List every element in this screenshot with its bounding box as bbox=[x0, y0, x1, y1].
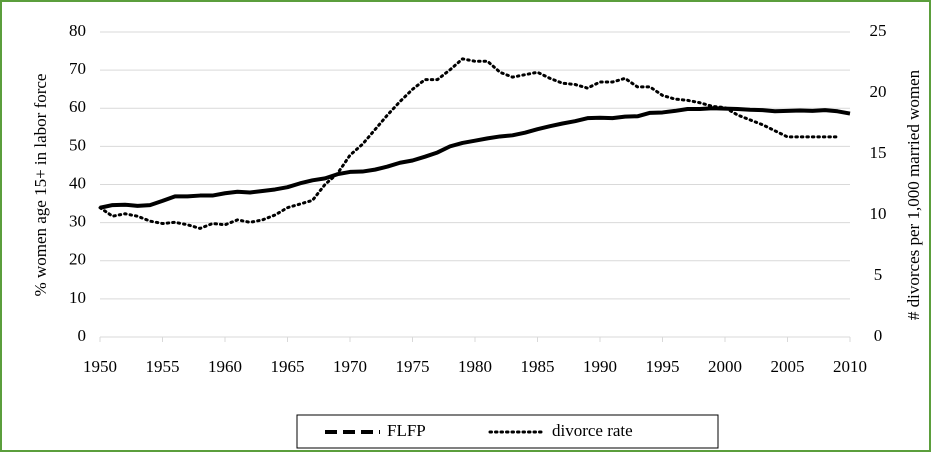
y-tick-label: 60 bbox=[69, 97, 86, 116]
y2-tick-label: 15 bbox=[870, 143, 887, 162]
y2-tick-label: 20 bbox=[870, 82, 887, 101]
x-tick-label: 1995 bbox=[646, 357, 680, 376]
series-line bbox=[98, 57, 839, 230]
y2-tick-label: 25 bbox=[870, 21, 887, 40]
y-tick-label: 40 bbox=[69, 173, 86, 192]
y-tick-label: 30 bbox=[69, 212, 86, 231]
x-tick-label: 1955 bbox=[146, 357, 180, 376]
y-tick-label: 80 bbox=[69, 21, 86, 40]
y2-tick-label: 10 bbox=[870, 204, 887, 223]
x-tick-label: 2010 bbox=[833, 357, 867, 376]
x-tick-label: 1960 bbox=[208, 357, 242, 376]
x-tick-label: 1970 bbox=[333, 357, 367, 376]
x-tick-label: 1965 bbox=[271, 357, 305, 376]
y-tick-label: 50 bbox=[69, 135, 86, 154]
y-tick-label: 0 bbox=[78, 326, 87, 345]
x-tick-label: 2005 bbox=[771, 357, 805, 376]
legend-label: FLFP bbox=[387, 421, 426, 440]
x-tick-label: 2000 bbox=[708, 357, 742, 376]
legend-label: divorce rate bbox=[552, 421, 633, 440]
y-tick-label: 10 bbox=[69, 288, 86, 307]
y-axis-label: % women age 15+ in labor force bbox=[31, 74, 50, 297]
y-tick-label: 20 bbox=[69, 250, 86, 269]
y-tick-label: 70 bbox=[69, 59, 86, 78]
x-tick-label: 1990 bbox=[583, 357, 617, 376]
x-tick-label: 1980 bbox=[458, 357, 492, 376]
y2-tick-label: 5 bbox=[874, 265, 883, 284]
x-tick-label: 1985 bbox=[521, 357, 555, 376]
y2-axis-label: # divorces per 1,000 married women bbox=[904, 69, 923, 320]
x-tick-label: 1975 bbox=[396, 357, 430, 376]
x-tick-label: 1950 bbox=[83, 357, 117, 376]
y2-tick-label: 0 bbox=[874, 326, 883, 345]
